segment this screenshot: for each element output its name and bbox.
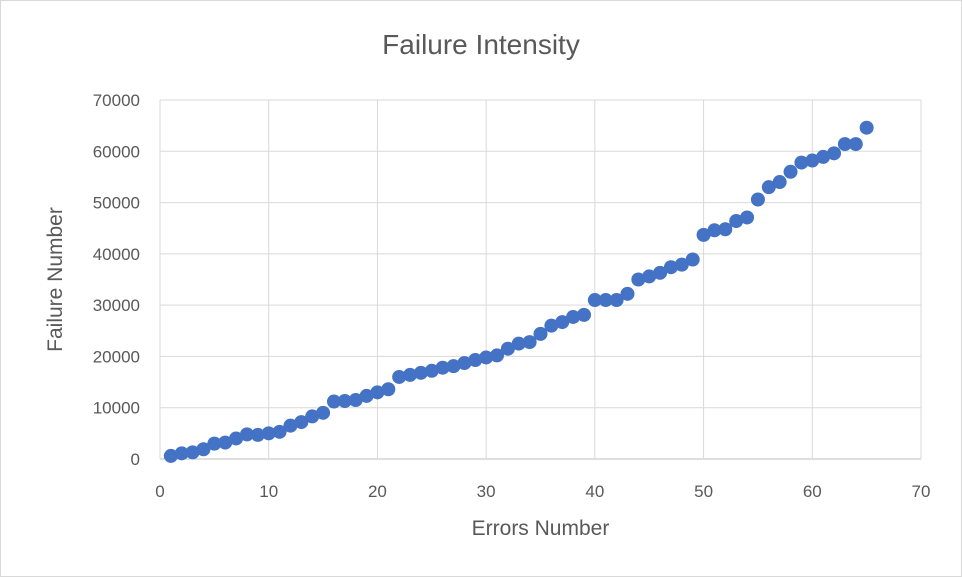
data-point — [250, 427, 265, 442]
data-point — [381, 382, 396, 397]
data-point — [685, 252, 700, 267]
data-point — [718, 222, 733, 237]
data-point — [848, 137, 863, 152]
data-point — [576, 307, 591, 322]
x-tick-label: 20 — [368, 482, 387, 501]
data-point — [359, 388, 374, 403]
data-point — [533, 326, 548, 341]
data-point — [326, 394, 341, 409]
data-point — [316, 405, 331, 420]
data-point — [283, 418, 298, 433]
x-axis-title: Errors Number — [472, 517, 610, 540]
data-point — [435, 360, 450, 375]
data-point — [207, 436, 222, 451]
data-point — [500, 341, 515, 356]
data-point — [653, 265, 668, 280]
data-point — [511, 336, 526, 351]
data-point — [620, 286, 635, 301]
data-point — [566, 309, 581, 324]
data-point — [229, 431, 244, 446]
y-axis-ticks: 0 10000 20000 30000 40000 50000 60000 70000 — [93, 91, 140, 469]
data-point — [587, 293, 602, 308]
data-point — [239, 427, 254, 442]
data-point — [805, 153, 820, 168]
data-point — [663, 260, 678, 275]
y-tick-label: 60000 — [93, 142, 140, 161]
data-point — [261, 426, 276, 441]
data-point — [555, 315, 570, 330]
data-point — [740, 210, 755, 225]
data-point — [294, 415, 309, 430]
data-point — [696, 227, 711, 242]
data-point — [761, 180, 776, 195]
x-tick-label: 50 — [694, 482, 713, 501]
data-point — [392, 369, 407, 384]
data-point — [479, 350, 494, 365]
x-tick-label: 60 — [803, 482, 822, 501]
y-tick-label: 20000 — [93, 347, 140, 366]
y-tick-label: 0 — [131, 450, 140, 469]
data-point — [522, 335, 537, 350]
data-point — [598, 293, 613, 308]
data-point — [707, 223, 722, 238]
data-point — [772, 175, 787, 190]
y-tick-label: 40000 — [93, 245, 140, 264]
gridlines — [159, 99, 922, 460]
data-points — [163, 120, 874, 463]
y-tick-label: 50000 — [93, 194, 140, 213]
chart-title: Failure Intensity — [382, 29, 580, 60]
data-point — [674, 257, 689, 272]
data-point — [794, 155, 809, 170]
x-axis-ticks: 0 10 20 30 40 50 60 70 — [155, 482, 930, 501]
data-point — [424, 363, 439, 378]
data-point — [413, 365, 428, 380]
x-tick-label: 10 — [259, 482, 278, 501]
x-tick-label: 30 — [477, 482, 496, 501]
data-point — [631, 272, 646, 287]
data-point — [457, 356, 472, 371]
x-tick-label: 0 — [155, 482, 164, 501]
data-point — [837, 137, 852, 152]
data-point — [609, 293, 624, 308]
data-point — [403, 367, 418, 382]
y-tick-label: 30000 — [93, 296, 140, 315]
y-tick-label: 10000 — [93, 399, 140, 418]
data-point — [163, 448, 178, 463]
data-point — [490, 348, 505, 363]
x-tick-label: 40 — [585, 482, 604, 501]
data-point — [370, 385, 385, 400]
data-point — [305, 409, 320, 424]
data-point — [729, 214, 744, 229]
data-point — [174, 446, 189, 461]
data-point — [337, 394, 352, 409]
data-point — [468, 353, 483, 368]
data-point — [859, 120, 874, 135]
data-point — [544, 318, 559, 333]
x-tick-label: 70 — [912, 482, 931, 501]
data-point — [185, 445, 200, 460]
data-point — [446, 359, 461, 374]
data-point — [750, 192, 765, 207]
data-point — [827, 146, 842, 161]
data-point — [218, 435, 233, 450]
data-point — [348, 393, 363, 408]
data-point — [642, 269, 657, 284]
data-point — [196, 442, 211, 457]
y-tick-label: 70000 — [93, 91, 140, 110]
data-point — [783, 164, 798, 179]
data-point — [816, 149, 831, 164]
y-axis-title: Failure Number — [44, 207, 67, 352]
data-point — [272, 424, 287, 439]
